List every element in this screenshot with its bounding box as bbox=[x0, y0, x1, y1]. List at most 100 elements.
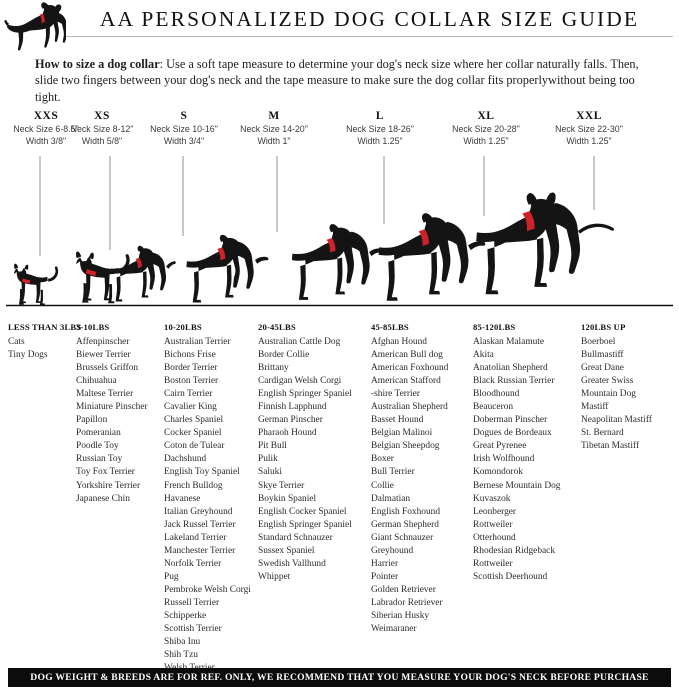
breed-item: American Foxhound bbox=[371, 363, 449, 374]
breed-item: Bichons Frise bbox=[164, 350, 216, 361]
breed-item: Charles Spaniel bbox=[164, 415, 224, 426]
size-width-xxs: Width 3/8" bbox=[25, 136, 67, 146]
breed-item: Biewer Terrier bbox=[76, 350, 131, 361]
breed-item: Harrier bbox=[371, 558, 399, 569]
breed-column-120lbs-up: 120LBS UP Boerboel Bullmastiff Great Dan… bbox=[581, 320, 679, 453]
breed-item: Golden Retriever bbox=[371, 584, 436, 595]
breed-item: Coton de Tulear bbox=[164, 441, 225, 452]
size-neck-xs: Neck Size 8-12" bbox=[70, 124, 134, 134]
breed-item: Great Pyrenee bbox=[473, 441, 527, 452]
breed-item: Bull Terrier bbox=[371, 467, 415, 478]
breed-item: Collie bbox=[371, 480, 394, 491]
breed-item: Pointer bbox=[371, 571, 399, 582]
dog-size-comparison-chart bbox=[0, 156, 679, 316]
weight-header-1: 3-10LBS bbox=[76, 322, 110, 332]
breed-item: Cavalier King bbox=[164, 402, 217, 413]
size-name-s: S bbox=[180, 110, 188, 122]
breed-column-less-than-3lbs: LESS THAN 3LBS Cats Tiny Dogs bbox=[8, 320, 81, 362]
breed-item: Norfolk Terrier bbox=[164, 558, 222, 569]
size-name-xxs: XXS bbox=[33, 110, 59, 122]
breed-item: Boxer bbox=[371, 454, 394, 465]
breed-item: Pharaoh Hound bbox=[258, 428, 317, 439]
how-to-size-label: How to size a dog collar bbox=[35, 57, 160, 71]
size-tick-leaders bbox=[39, 156, 595, 256]
breed-item: Italian Greyhound bbox=[164, 506, 233, 517]
breed-item: Sussex Spaniel bbox=[258, 545, 315, 556]
breed-item: Rottweiler bbox=[473, 558, 513, 569]
breed-item: Otterhound bbox=[473, 532, 516, 543]
breed-item: Beauceron bbox=[473, 402, 514, 413]
breed-item: Mastiff bbox=[581, 402, 609, 413]
breed-item: Brussels Griffon bbox=[76, 363, 139, 374]
breed-item: Yorkshire Terrier bbox=[76, 480, 141, 491]
breed-item: Belgian Malinoi bbox=[371, 428, 433, 439]
breed-item: Pug bbox=[164, 571, 179, 582]
weight-header-2: 10-20LBS bbox=[164, 322, 202, 332]
how-to-size-instructions: How to size a dog collar: Use a soft tap… bbox=[35, 56, 643, 105]
breed-list-2: Australian Terrier Bichons Frise Border … bbox=[164, 336, 266, 675]
size-name-l: L bbox=[375, 110, 385, 122]
breed-item: Shih Tzu bbox=[164, 650, 198, 661]
size-width-xs: Width 5/8" bbox=[81, 136, 123, 146]
breed-item: Kuvaszok bbox=[473, 493, 511, 504]
breed-item: Border Collie bbox=[258, 350, 310, 361]
dog-silhouette-with-red-collar-icon bbox=[4, 2, 68, 52]
breed-list-5: Alaskan Malamute Akita Anatolian Shepher… bbox=[473, 336, 585, 584]
breed-item: Irish Wolfhound bbox=[473, 454, 535, 465]
breed-item: Siberian Husky bbox=[371, 610, 430, 621]
size-width-s: Width 3/4" bbox=[163, 136, 205, 146]
weight-header-6: 120LBS UP bbox=[581, 322, 626, 332]
size-width-l: Width 1.25" bbox=[357, 136, 403, 146]
breed-item: Whippet bbox=[258, 571, 291, 582]
breed-item: Rottweiler bbox=[473, 519, 513, 530]
breed-item: Swedish Vallhund bbox=[258, 558, 326, 569]
breed-item: Schipperke bbox=[164, 610, 207, 621]
breed-item: Brittany bbox=[258, 363, 289, 374]
breed-list-6: Boerboel Bullmastiff Great Dane Greater … bbox=[581, 336, 679, 453]
breed-item: Saluki bbox=[258, 467, 282, 478]
breed-item: Finnish Lapphund bbox=[258, 402, 327, 413]
breed-item: Dachshund bbox=[164, 454, 207, 465]
size-name-xl: XL bbox=[477, 110, 495, 122]
breed-item: Neapolitan Mastiff bbox=[581, 415, 652, 426]
page-title: AA PERSONALIZED DOG COLLAR SIZE GUIDE bbox=[99, 7, 640, 31]
breed-item: Cocker Spaniel bbox=[164, 428, 222, 439]
breed-item: Weimaraner bbox=[371, 624, 417, 635]
breed-item: French Bulldog bbox=[164, 480, 223, 491]
breed-item: St. Bernard bbox=[581, 428, 624, 439]
breed-item: Greater Swiss bbox=[581, 376, 634, 387]
breed-item: Komondorok bbox=[473, 467, 523, 478]
breed-item: Miniature Pinscher bbox=[76, 402, 148, 413]
silhouette-xs-chihuahua bbox=[75, 251, 130, 304]
breed-item: Scottish Deerhound bbox=[473, 571, 548, 582]
breed-item: Greyhound bbox=[371, 545, 414, 556]
size-neck-xl: Neck Size 20-28" bbox=[452, 124, 520, 134]
breed-item: Scottish Terrier bbox=[164, 624, 222, 635]
breed-item: Bullmastiff bbox=[581, 350, 624, 361]
silhouette-l-labrador bbox=[291, 224, 385, 300]
breed-item: Japanese Chin bbox=[76, 493, 130, 504]
breed-item: Cardigan Welsh Corgi bbox=[258, 376, 342, 387]
breed-item: Shiba Inu bbox=[164, 637, 201, 648]
breed-item: English Foxhound bbox=[371, 506, 441, 517]
silhouette-xl-rottweiler bbox=[378, 213, 486, 301]
breed-item: Great Dane bbox=[581, 363, 624, 374]
breed-item: Australian Terrier bbox=[164, 337, 231, 347]
breed-item: Doberman Pinscher bbox=[473, 415, 548, 426]
size-name-m: M bbox=[268, 110, 280, 122]
breed-item: Pit Bull bbox=[258, 441, 287, 452]
breed-list-4: Afghan Hound American Bull dog American … bbox=[371, 336, 477, 636]
breed-column-20-45lbs: 20-45LBS Australian Cattle Dog Border Co… bbox=[258, 320, 376, 584]
silhouette-xxs-cat bbox=[14, 263, 59, 306]
breed-item: Jack Russel Terrier bbox=[164, 519, 236, 530]
breed-item: German Shepherd bbox=[371, 519, 439, 530]
size-neck-m: Neck Size 14-20" bbox=[240, 124, 308, 134]
size-neck-xxs: Neck Size 6-8.5" bbox=[13, 124, 79, 134]
breed-item: Poodle Toy bbox=[76, 441, 119, 452]
breed-item: Dalmatian bbox=[371, 493, 411, 504]
size-width-xl: Width 1.25" bbox=[463, 136, 509, 146]
size-column-xxs: XXS Neck Size 6-8.5" Width 3/8" bbox=[0, 110, 92, 147]
breed-list-1: Affenpinscher Biewer Terrier Brussels Gr… bbox=[76, 336, 166, 506]
breed-list-0: Cats Tiny Dogs bbox=[8, 336, 80, 362]
size-name-xs: XS bbox=[94, 110, 110, 122]
